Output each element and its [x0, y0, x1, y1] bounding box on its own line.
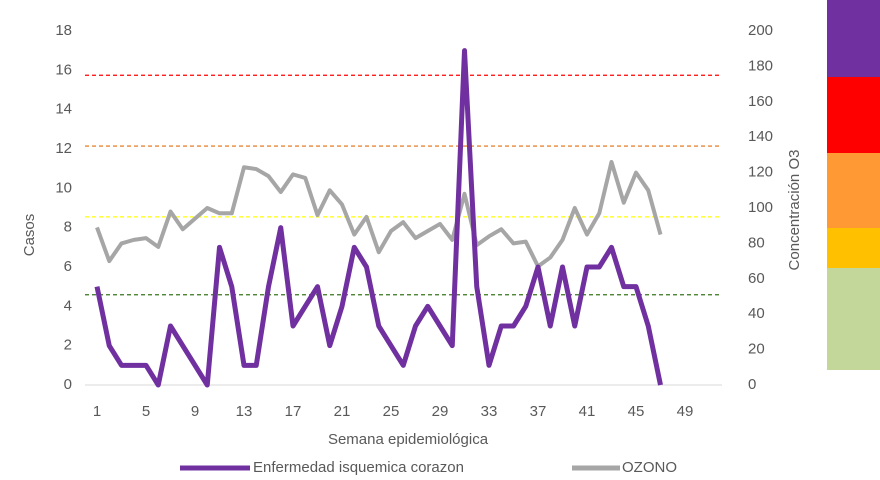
legend-label: Enfermedad isquemica corazon: [253, 459, 464, 476]
x-tick-label: 9: [191, 403, 199, 420]
y2-tick-label: 120: [748, 164, 773, 181]
x-tick-label: 41: [579, 403, 596, 420]
y-tick-label: 18: [55, 22, 72, 39]
x-tick-label: 21: [334, 403, 351, 420]
y2-tick-label: 60: [748, 270, 765, 287]
x-tick-label: 1: [93, 403, 101, 420]
y-tick-label: 2: [64, 337, 72, 354]
x-tick-label: 37: [530, 403, 547, 420]
y2-tick-label: 140: [748, 128, 773, 145]
legend-label: OZONO: [622, 459, 677, 476]
y-tick-label: 12: [55, 140, 72, 157]
x-tick-label: 5: [142, 403, 150, 420]
y-tick-label: 6: [64, 258, 72, 275]
x-tick-label: 45: [628, 403, 645, 420]
y2-tick-label: 20: [748, 341, 765, 358]
y-tick-label: 14: [55, 101, 72, 118]
y2-tick-label: 180: [748, 57, 773, 74]
x-tick-label: 29: [432, 403, 449, 420]
y2-axis-label: Concentración O3: [786, 150, 803, 271]
x-tick-label: 17: [285, 403, 302, 420]
y2-tick-label: 100: [748, 199, 773, 216]
y2-tick-label: 160: [748, 93, 773, 110]
y2-tick-label: 80: [748, 234, 765, 251]
y2-tick-label: 40: [748, 305, 765, 322]
series-line: [94, 48, 663, 388]
y-axis-label: Casos: [21, 214, 38, 257]
x-axis-label: Semana epidemiológica: [328, 431, 489, 448]
y-tick-label: 10: [55, 179, 72, 196]
x-tick-label: 25: [383, 403, 400, 420]
x-tick-label: 49: [677, 403, 694, 420]
y-tick-label: 8: [64, 219, 72, 236]
y-tick-label: 16: [55, 61, 72, 78]
y2-tick-label: 200: [748, 22, 773, 39]
x-tick-label: 33: [481, 403, 498, 420]
x-tick-label: 13: [236, 403, 253, 420]
scale-band: [827, 77, 880, 153]
scale-band: [827, 0, 880, 77]
scale-band: [827, 268, 880, 370]
series-line: [95, 159, 663, 269]
scale-band: [827, 153, 880, 228]
y-tick-label: 0: [64, 376, 72, 393]
y-tick-label: 4: [64, 297, 72, 314]
y2-tick-label: 0: [748, 376, 756, 393]
scale-band: [827, 228, 880, 268]
